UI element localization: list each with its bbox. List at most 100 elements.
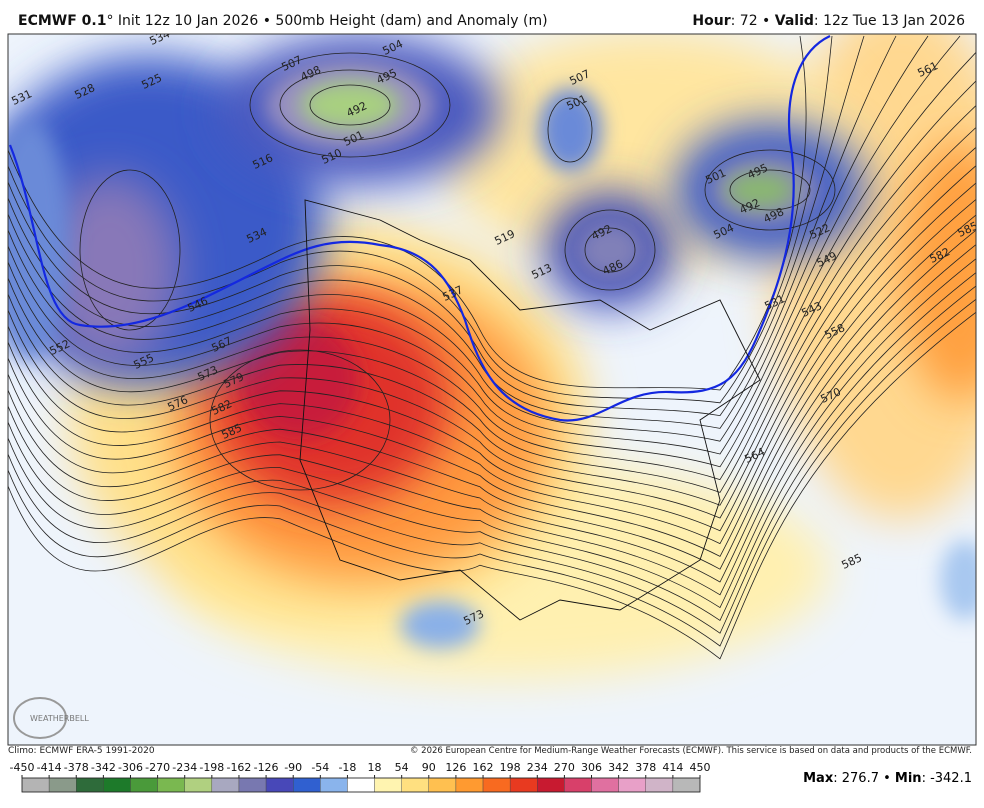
height-contour bbox=[8, 182, 976, 545]
colorbar-swatch bbox=[455, 777, 484, 793]
map-frame bbox=[7, 33, 977, 746]
colorbar-label: 378 bbox=[635, 761, 656, 774]
colorbar-swatch bbox=[48, 777, 77, 793]
colorbar-label: -270 bbox=[145, 761, 170, 774]
colorbar-label: -162 bbox=[226, 761, 251, 774]
closed-contour bbox=[79, 169, 181, 331]
colorbar-swatch bbox=[130, 777, 158, 793]
valid-info: Hour: 72 • Valid: 12z Tue 13 Jan 2026 bbox=[692, 13, 965, 29]
anomaly-blob bbox=[940, 540, 976, 620]
anomaly-blob bbox=[240, 320, 360, 440]
colorbar-label: -198 bbox=[199, 761, 224, 774]
colorbar-label: 414 bbox=[662, 761, 683, 774]
height-contour bbox=[8, 80, 976, 481]
colorbar-swatch bbox=[509, 777, 538, 793]
height-contour bbox=[8, 105, 976, 493]
colorbar-swatch bbox=[618, 777, 646, 793]
colorbar-swatch bbox=[21, 777, 50, 793]
hour: 72 bbox=[739, 13, 758, 29]
colorbar-swatch bbox=[537, 777, 565, 793]
valid: 12z Tue 13 Jan 2026 bbox=[823, 13, 965, 29]
closed-contour bbox=[564, 209, 656, 291]
colorbar-swatch bbox=[374, 777, 402, 793]
height-contour bbox=[8, 35, 833, 404]
height-contour bbox=[8, 272, 976, 621]
height-contour bbox=[8, 244, 976, 596]
climo: Climo: ECMWF ERA-5 1991-2020 bbox=[8, 746, 155, 756]
model: ECMWF 0.1 bbox=[18, 13, 107, 29]
colorbar-swatch bbox=[184, 777, 213, 793]
colorbar-label: 234 bbox=[527, 761, 548, 774]
closed-contour bbox=[249, 52, 451, 158]
height-contour bbox=[8, 229, 976, 583]
logo: WEATHERBELL bbox=[30, 714, 89, 723]
colorbar-swatch bbox=[591, 777, 619, 793]
colorbar-label: 126 bbox=[445, 761, 466, 774]
height-contour bbox=[8, 258, 976, 609]
colorbar-frame bbox=[21, 777, 701, 793]
colorbar-swatch bbox=[320, 777, 348, 793]
colorbar-label: 306 bbox=[581, 761, 602, 774]
colorbar-swatch bbox=[76, 777, 104, 793]
colorbar-swatch bbox=[401, 777, 429, 793]
closed-contour bbox=[584, 227, 636, 273]
height-contour bbox=[8, 198, 976, 557]
colorbar-label: -450 bbox=[10, 761, 35, 774]
title: ECMWF 0.1° Init 12z 10 Jan 2026 • 500mb … bbox=[18, 13, 548, 29]
anomaly-blob bbox=[725, 172, 795, 208]
colorbar-label: -18 bbox=[338, 761, 356, 774]
height-contour bbox=[8, 165, 976, 532]
closed-contour bbox=[309, 84, 391, 126]
colorbar-swatch bbox=[482, 777, 511, 793]
colorbar-swatch bbox=[157, 777, 185, 793]
max-label: Max bbox=[803, 771, 834, 786]
contours bbox=[8, 35, 976, 660]
colorbar-swatch bbox=[564, 777, 592, 793]
540-contour bbox=[8, 35, 831, 422]
closed-contour bbox=[209, 349, 391, 491]
anomaly-blob bbox=[40, 175, 180, 365]
height-contour bbox=[8, 214, 976, 570]
height-contour bbox=[8, 35, 929, 442]
closed-contour bbox=[547, 97, 593, 163]
height-contour bbox=[8, 35, 865, 417]
height-contour bbox=[8, 35, 897, 429]
colorbar-label: 18 bbox=[368, 761, 382, 774]
details: ° Init 12z 10 Jan 2026 • 500mb Height (d… bbox=[106, 13, 548, 29]
logo-swirl bbox=[13, 697, 67, 739]
colorbar-label: 270 bbox=[554, 761, 575, 774]
hour-label: Hour bbox=[692, 13, 731, 29]
colorbar-swatch bbox=[347, 777, 375, 793]
colorbar-label: 198 bbox=[500, 761, 521, 774]
closed-contour bbox=[729, 169, 811, 211]
height-contour bbox=[8, 311, 976, 660]
anomaly-blob bbox=[400, 601, 480, 649]
colorbar-label: -306 bbox=[118, 761, 143, 774]
colorbar-label: -414 bbox=[37, 761, 62, 774]
anomaly-blob bbox=[575, 220, 645, 280]
closed-contour bbox=[279, 69, 421, 141]
valid-label: Valid bbox=[774, 13, 814, 29]
copyright: © 2026 European Centre for Medium-Range … bbox=[409, 746, 972, 756]
colorbar: -450 -414 -378 -342 -306 -270 -234 -198 -162 -126… bbox=[10, 761, 711, 793]
colorbar-swatch bbox=[103, 777, 131, 793]
colorbar-swatch bbox=[428, 777, 457, 793]
height-contour bbox=[8, 51, 976, 468]
colorbar-label: 342 bbox=[608, 761, 629, 774]
stats: Max: 276.7 • Min: -342.1 bbox=[803, 771, 972, 786]
height-contour bbox=[8, 126, 976, 506]
min: -342.1 bbox=[930, 771, 972, 786]
min-label: Min bbox=[894, 771, 922, 786]
height-contour bbox=[8, 146, 976, 519]
max: 276.7 bbox=[841, 771, 879, 786]
colorbar-swatch bbox=[211, 777, 240, 793]
height-contour bbox=[8, 35, 961, 455]
anomaly-blob bbox=[538, 88, 602, 172]
colorbar-swatch bbox=[672, 777, 701, 793]
colorbar-label: -90 bbox=[284, 761, 302, 774]
height-contour bbox=[8, 285, 976, 634]
anomaly-blob bbox=[300, 81, 400, 129]
colorbar-label: 90 bbox=[422, 761, 436, 774]
